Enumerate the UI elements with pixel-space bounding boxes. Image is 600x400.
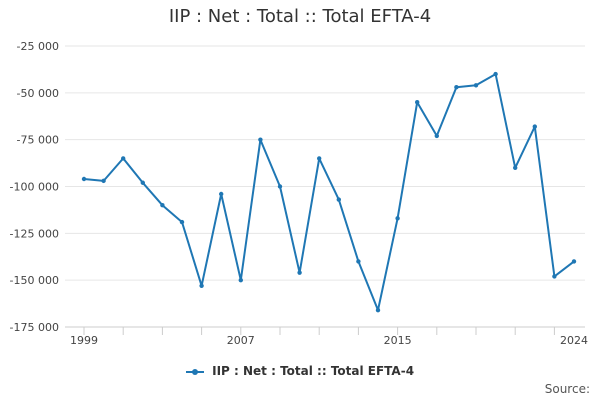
data-point [552,274,557,279]
data-point [121,156,126,161]
data-point [81,176,87,182]
chart-title: IIP : Net : Total :: Total EFTA-4 [168,6,432,27]
data-point [219,191,224,197]
x-tick-label: 1999 [70,334,98,347]
data-point [454,85,459,90]
data-point [258,137,263,142]
data-point [375,307,381,313]
data-point [297,270,302,275]
y-axis: -25 000 -50 000 -75 000 -100 000 -125 000 -15… [10,40,59,334]
y-tick-label: -75 000 [17,134,59,147]
data-point [493,71,498,77]
data-point [179,219,185,225]
legend[interactable]: IIP : Net : Total :: Total EFTA-4 [0,364,600,378]
data-point [317,156,322,161]
data-point [395,216,400,221]
series-line [83,73,575,312]
source-label: Source: [544,382,590,396]
y-tick-label: -25 000 [17,40,59,53]
data-point [277,184,283,189]
y-tick-label: -100 000 [10,181,59,194]
data-point [415,100,420,105]
data-point [473,83,479,88]
y-tick-label: -125 000 [10,227,59,240]
data-point [238,277,243,283]
data-point [101,178,106,184]
data-point [532,124,537,129]
x-tick-label: 2024 [560,334,588,347]
y-tick-label: -150 000 [10,274,59,287]
series-layer [81,71,577,313]
x-tick-label: 2007 [227,334,255,347]
data-point [571,259,577,264]
legend-swatch-icon [185,368,204,375]
data-point [434,133,439,139]
data-point [356,259,361,264]
data-point [140,180,145,185]
x-tick-label: 2015 [384,334,412,347]
data-point [513,165,518,170]
grid-lines [65,45,585,328]
x-axis: 1999 2007 2015 2024 [65,326,588,347]
legend-label: IIP : Net : Total :: Total EFTA-4 [212,364,415,378]
data-point [160,203,165,208]
y-tick-label: -50 000 [17,87,59,100]
data-point [336,197,341,202]
y-tick-label: -175 000 [10,321,59,334]
data-point [199,283,204,288]
